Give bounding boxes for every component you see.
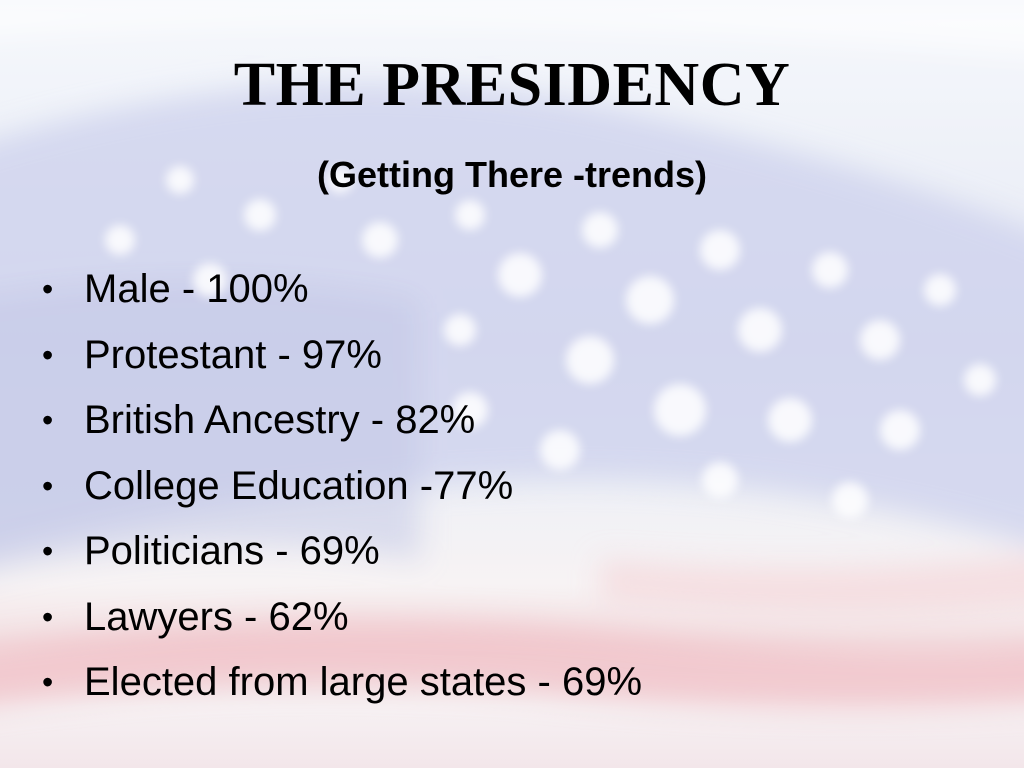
bullet-icon: •: [42, 467, 54, 504]
bullet-icon: •: [42, 664, 54, 700]
bullet-text: College Education -77%: [84, 463, 514, 508]
slide-subtitle: (Getting There -trends): [316, 154, 707, 195]
bullet-icon: •: [42, 271, 54, 307]
bullet-text: Lawyers - 62%: [84, 594, 349, 639]
bullet-item: • Lawyers - 62%: [40, 585, 642, 651]
bullet-item: • Protestant - 97%: [40, 323, 642, 389]
bullet-text: British Ancestry - 82%: [84, 398, 476, 442]
bullet-icon: •: [42, 598, 54, 635]
bullet-list: • Male - 100% • Protestant - 97% • Briti…: [40, 257, 642, 716]
bullet-item: • Politicians - 69%: [40, 519, 642, 585]
bullet-item: • College Education -77%: [40, 454, 642, 520]
bullet-item: • Elected from large states - 69%: [40, 650, 642, 716]
bullet-icon: •: [42, 402, 54, 438]
bullet-text: Male - 100%: [84, 267, 309, 311]
bullet-text: Politicians - 69%: [84, 529, 380, 573]
bullet-icon: •: [42, 533, 54, 569]
bullet-text: Elected from large states - 69%: [84, 660, 643, 704]
bullet-item: • British Ancestry - 82%: [40, 388, 642, 454]
bullet-item: • Male - 100%: [40, 257, 642, 323]
slide-title: THE PRESIDENCY: [233, 51, 791, 119]
bullet-text: Protestant - 97%: [84, 332, 382, 377]
bullet-icon: •: [42, 336, 54, 373]
